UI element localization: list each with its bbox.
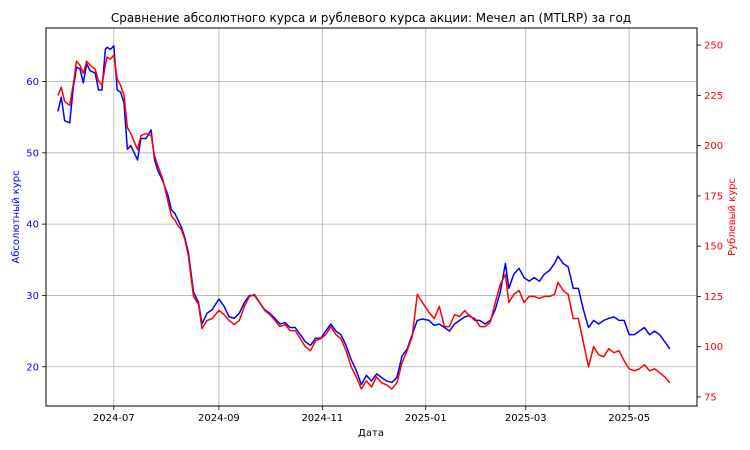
- y-left-tick-label: 40: [26, 220, 39, 231]
- x-axis: 2024-07 2024-09 2024-11 2025-01 2025-03 2025-…: [93, 406, 650, 424]
- x-tick-label: 2024-11: [301, 413, 343, 424]
- x-tick-label: 2025-05: [608, 413, 650, 424]
- y-right-tick-label: 175: [704, 191, 723, 202]
- y-right-tick-label: 75: [704, 392, 717, 403]
- x-tick-label: 2025-03: [505, 413, 547, 424]
- y-right-tick-label: 250: [704, 41, 723, 52]
- series-line-absolute: [57, 45, 671, 386]
- y-right-tick-label: 225: [704, 91, 723, 102]
- y-left-tick-label: 20: [26, 362, 39, 373]
- y-left-tick-label: 60: [26, 77, 39, 88]
- y-axis-left: 20 30 40 50 60: [26, 77, 46, 373]
- plot-lines: [57, 45, 671, 390]
- x-tick-label: 2024-09: [198, 413, 240, 424]
- y-axis-left-label: Абсолютный курс: [11, 170, 22, 263]
- y-right-tick-label: 100: [704, 342, 723, 353]
- y-axis-right: 75 100 125 150 175 200 225 250: [697, 41, 723, 403]
- x-axis-label: Дата: [358, 428, 384, 439]
- x-tick-label: 2024-07: [93, 413, 135, 424]
- y-axis-right-label: Рублевый курс: [727, 178, 738, 256]
- plot-frame: [45, 27, 698, 407]
- y-right-tick-label: 200: [704, 141, 723, 152]
- y-right-tick-label: 150: [704, 242, 723, 253]
- y-left-tick-label: 50: [26, 148, 39, 159]
- series-line-ruble: [57, 54, 671, 390]
- chart-title: Сравнение абсолютного курса и рублевого …: [111, 11, 631, 25]
- y-left-tick-label: 30: [26, 291, 39, 302]
- y-right-tick-label: 125: [704, 292, 723, 303]
- x-tick-label: 2025-01: [405, 413, 447, 424]
- grid: [46, 28, 697, 406]
